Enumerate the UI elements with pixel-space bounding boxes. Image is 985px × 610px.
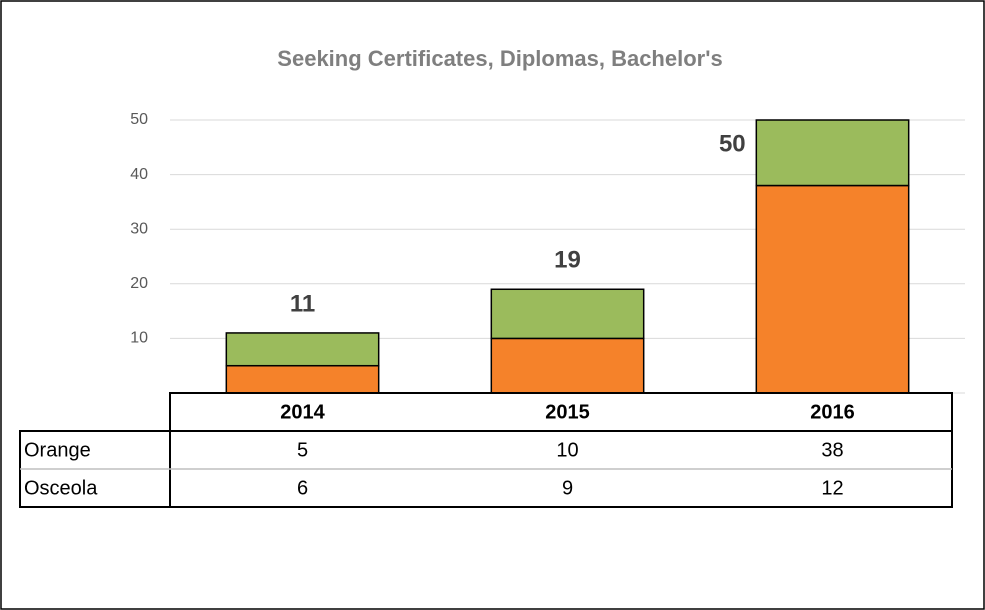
x-tick-label: 2016 — [810, 401, 855, 423]
table-value: 38 — [821, 439, 843, 461]
y-tick-label: 40 — [130, 166, 148, 183]
y-tick-label: 30 — [130, 220, 148, 237]
table-value: 9 — [562, 477, 573, 499]
total-label: 19 — [554, 247, 581, 274]
bar-segment — [755, 119, 910, 187]
x-tick-label: 2015 — [545, 401, 590, 423]
bar-segment — [490, 288, 645, 340]
bar-segment — [225, 332, 380, 367]
x-tick-label: 2014 — [280, 401, 325, 423]
table-value: 6 — [297, 477, 308, 499]
chart-title: Seeking Certificates, Diplomas, Bachelor… — [277, 46, 722, 71]
table-value: 12 — [821, 477, 843, 499]
y-tick-label: 20 — [130, 275, 148, 292]
y-tick-label: 10 — [130, 330, 148, 347]
table-value: 5 — [297, 439, 308, 461]
table-value: 10 — [556, 439, 578, 461]
legend-label: Osceola — [24, 477, 98, 499]
bar-segment — [490, 337, 645, 394]
total-label: 50 — [719, 130, 746, 157]
bar-segment — [225, 364, 380, 394]
legend-label: Orange — [24, 439, 91, 461]
bar-segment — [755, 184, 910, 394]
total-label: 11 — [290, 290, 315, 317]
y-tick-label: 50 — [130, 111, 148, 128]
